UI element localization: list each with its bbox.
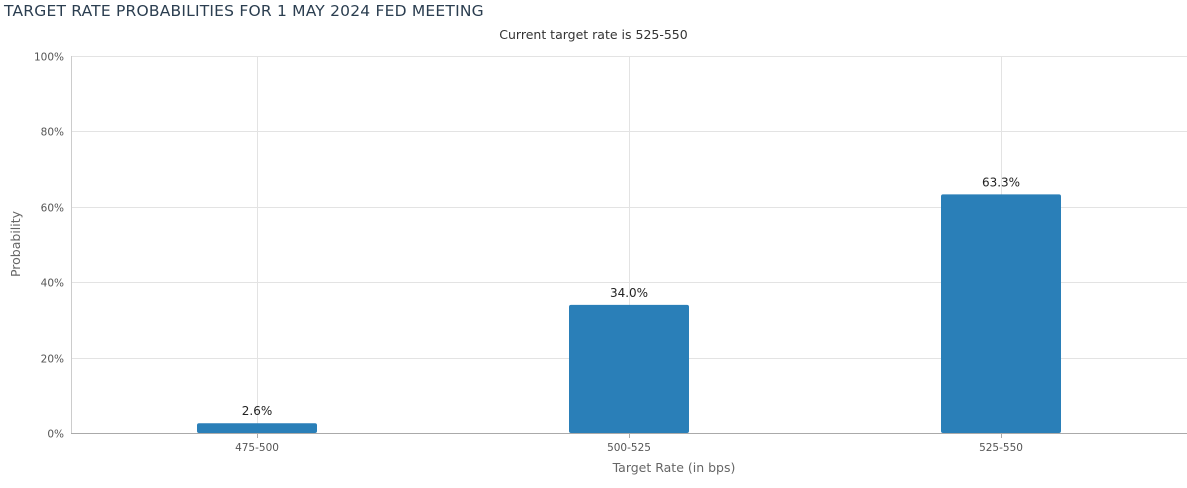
y-tick-label: 40% [41, 278, 64, 290]
data-label: 2.6% [242, 404, 273, 418]
bars [197, 194, 1061, 433]
data-label: 34.0% [610, 286, 648, 300]
y-axis-title: Probability [8, 210, 23, 277]
bar-500-525[interactable] [569, 304, 689, 433]
data-label: 63.3% [982, 175, 1020, 189]
bar-525-550[interactable] [941, 194, 1061, 433]
chart-subtitle: Current target rate is 525-550 [499, 27, 688, 42]
x-tick-label: 500-525 [607, 442, 651, 454]
y-tick-label: 60% [41, 203, 64, 215]
x-tick-label: 475-500 [235, 442, 279, 454]
x-axis-title: Target Rate (in bps) [612, 460, 736, 475]
bar-475-500[interactable] [197, 423, 317, 433]
y-tick-label: 100% [34, 52, 64, 64]
y-tick-label: 0% [47, 429, 64, 441]
ticks: 0% 20% 40% 60% 80% 100% 475-500 500-525 525-550 [34, 52, 1023, 455]
chart-title: TARGET RATE PROBABILITIES FOR 1 MAY 2024… [4, 2, 484, 20]
y-tick-label: 20% [41, 354, 64, 366]
x-tick-label: 525-550 [979, 442, 1023, 454]
y-tick-label: 80% [41, 127, 64, 139]
data-labels: 2.6% 34.0% 63.3% [242, 175, 1020, 418]
